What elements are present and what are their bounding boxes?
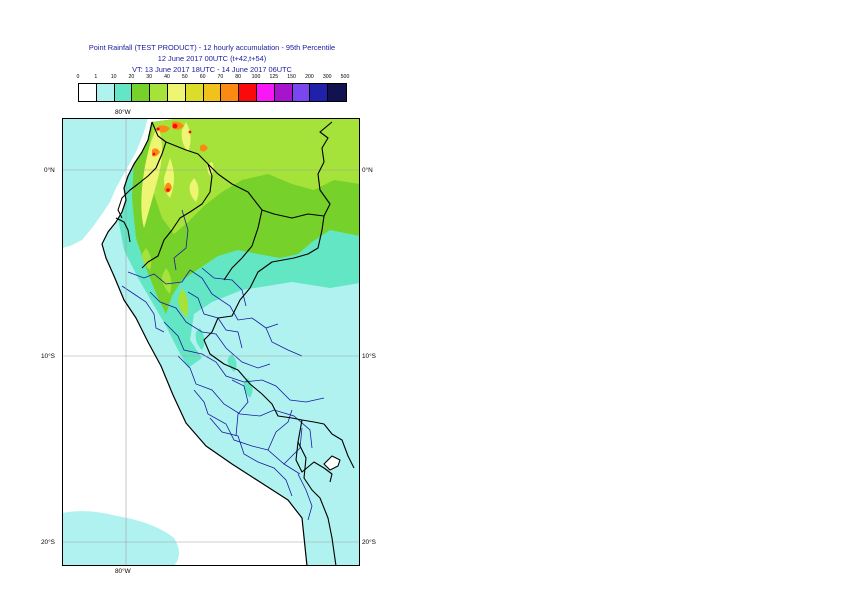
title-line-1: Point Rainfall (TEST PRODUCT) - 12 hourl… <box>88 43 336 52</box>
legend-swatch <box>114 84 133 101</box>
legend-swatch <box>132 84 151 101</box>
legend-swatch <box>328 84 346 101</box>
lat-label-right-0: 0°N <box>362 167 373 174</box>
legend-threshold-label: 20 <box>128 74 135 80</box>
legend-swatch <box>256 84 275 101</box>
legend-swatch <box>274 84 293 101</box>
legend-swatch <box>310 84 329 101</box>
title-line-2: 12 June 2017 00UTC (t+42,t+54) <box>157 54 267 63</box>
lon-label-bottom: 80°W <box>115 568 131 575</box>
legend-swatch <box>203 84 222 101</box>
legend-swatch <box>150 84 168 101</box>
legend-swatch <box>167 84 186 101</box>
rainfall-legend: 0 1 10 20 30 40 50 60 70 80 100 125 150 200 300 500 <box>76 74 350 104</box>
chart-title: Point Rainfall (TEST PRODUCT) - 12 hourl… <box>62 42 362 75</box>
legend-swatch <box>79 84 97 101</box>
lat-label-left-20: 20°S <box>41 539 55 546</box>
legend-threshold-labels: 0 1 10 20 30 40 50 60 70 80 100 125 150 200 300 500 <box>76 74 350 82</box>
lat-label-right-20: 20°S <box>362 539 376 546</box>
lat-label-right-10: 10°S <box>362 353 376 360</box>
legend-threshold-label: 100 <box>251 74 261 80</box>
lon-label-top: 80°W <box>115 109 131 116</box>
legend-threshold-label: 30 <box>146 74 153 80</box>
coastline <box>101 121 308 566</box>
legend-threshold-label: 80 <box>235 74 242 80</box>
lat-label-left-0: 0°N <box>44 167 55 174</box>
legend-swatch <box>239 84 257 101</box>
legend-threshold-label: 300 <box>322 74 332 80</box>
legend-swatch <box>185 84 204 101</box>
grid-lines <box>62 118 360 566</box>
legend-color-bar <box>78 83 347 102</box>
legend-threshold-label: 10 <box>110 74 117 80</box>
title-line-3: VT: 13 June 2017 18UTC - 14 June 2017 06… <box>132 65 292 74</box>
offshore-rain-field <box>62 118 360 566</box>
legend-threshold-label: 1 <box>94 74 98 80</box>
legend-threshold-label: 60 <box>199 74 206 80</box>
legend-threshold-label: 500 <box>340 74 350 80</box>
legend-threshold-label: 125 <box>269 74 279 80</box>
map-svg <box>62 118 360 566</box>
legend-swatch <box>96 84 115 101</box>
lat-label-left-10: 10°S <box>41 353 55 360</box>
legend-threshold-label: 40 <box>164 74 170 80</box>
heavy-rain-cells <box>152 121 208 193</box>
legend-swatch <box>292 84 311 101</box>
legend-swatch <box>221 84 240 101</box>
rainfall-map <box>62 118 360 566</box>
legend-threshold-label: 0 <box>76 74 80 80</box>
map-frame <box>62 118 360 566</box>
country-borders <box>115 121 355 566</box>
legend-threshold-label: 50 <box>181 74 188 80</box>
legend-threshold-label: 70 <box>217 74 224 80</box>
legend-threshold-label: 150 <box>287 74 296 80</box>
legend-threshold-label: 200 <box>305 74 314 80</box>
